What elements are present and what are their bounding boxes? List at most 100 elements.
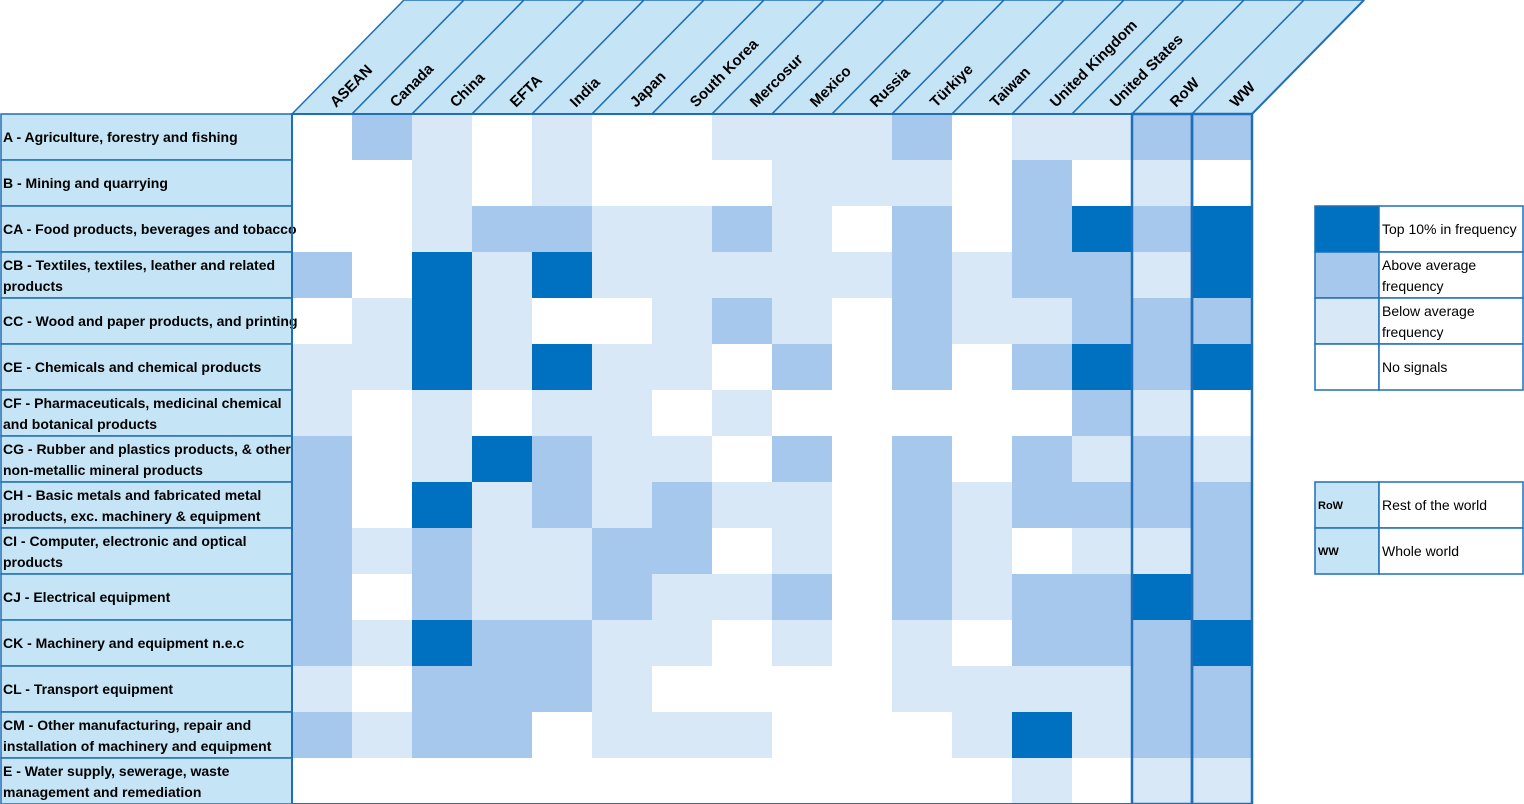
- heatmap-cell: [652, 160, 712, 206]
- heatmap-cell: [892, 206, 952, 252]
- heatmap-cell: [412, 712, 472, 758]
- heatmap-cell: [772, 574, 832, 620]
- heatmap-cell: [592, 344, 652, 390]
- heatmap-cell: [772, 252, 832, 298]
- heatmap-cell: [352, 436, 412, 482]
- heatmap-cell: [952, 114, 1012, 160]
- heatmap-cell: [1072, 160, 1132, 206]
- heatmap-cell: [1192, 666, 1252, 712]
- heatmap-cell: [412, 252, 472, 298]
- heatmap-cell: [1132, 344, 1192, 390]
- row-label: CM - Other manufacturing, repair and: [3, 717, 251, 733]
- heatmap-cell: [412, 666, 472, 712]
- heatmap-cell: [652, 620, 712, 666]
- heatmap-cell: [652, 344, 712, 390]
- heatmap-cell: [1132, 160, 1192, 206]
- heatmap-cell: [1072, 114, 1132, 160]
- heatmap-cell: [772, 114, 832, 160]
- heatmap-cell: [1072, 298, 1132, 344]
- heatmap-cell: [892, 620, 952, 666]
- heatmap-cell: [1072, 436, 1132, 482]
- heatmap-cell: [952, 298, 1012, 344]
- heatmap-cell: [652, 712, 712, 758]
- heatmap-cell: [1072, 344, 1132, 390]
- row-label: CK - Machinery and equipment n.e.c: [3, 635, 244, 651]
- heatmap-cell: [592, 206, 652, 252]
- heatmap-cell: [952, 390, 1012, 436]
- heatmap-cell: [892, 574, 952, 620]
- heatmap-cell: [1192, 344, 1252, 390]
- heatmap-cell: [592, 620, 652, 666]
- heatmap-cell: [592, 666, 652, 712]
- heatmap-cell: [292, 344, 352, 390]
- row-label: installation of machinery and equipment: [3, 738, 272, 754]
- row-label-cell: [0, 435, 293, 483]
- heatmap-cell: [1012, 344, 1072, 390]
- heatmap-cell: [592, 436, 652, 482]
- heatmap-cell: [652, 114, 712, 160]
- heatmap-cell: [832, 114, 892, 160]
- heatmap-cell: [292, 482, 352, 528]
- heatmap-cell: [472, 114, 532, 160]
- heatmap-cell: [1132, 298, 1192, 344]
- heatmap-cell: [1132, 758, 1192, 804]
- heatmap-cell: [1192, 712, 1252, 758]
- heatmap-cell: [712, 666, 772, 712]
- heatmap-cell: [712, 574, 772, 620]
- heatmap-cell: [952, 528, 1012, 574]
- row-label-cell: [0, 343, 293, 391]
- heatmap-cell: [472, 574, 532, 620]
- heatmap-cell: [892, 160, 952, 206]
- heatmap-cell: [712, 528, 772, 574]
- heatmap-cell: [1012, 390, 1072, 436]
- heatmap-cell: [592, 758, 652, 804]
- row-label: products, exc. machinery & equipment: [3, 508, 261, 524]
- heatmap-cell: [652, 528, 712, 574]
- abbrev-code: WW: [1318, 546, 1339, 558]
- heatmap-cell: [1072, 666, 1132, 712]
- row-label: CA - Food products, beverages and tobacc…: [3, 221, 297, 237]
- heatmap-cell: [532, 712, 592, 758]
- legend-swatch: [1314, 343, 1380, 391]
- heatmap-cell: [712, 206, 772, 252]
- heatmap-cell: [472, 252, 532, 298]
- heatmap-cell: [352, 482, 412, 528]
- heatmap-cell: [352, 528, 412, 574]
- heatmap-cell: [772, 390, 832, 436]
- heatmap-cell: [292, 114, 352, 160]
- heatmap-cell: [412, 436, 472, 482]
- heatmap-cell: [832, 620, 892, 666]
- heatmap-cell: [472, 758, 532, 804]
- heatmap-cell: [712, 712, 772, 758]
- heatmap-cell: [712, 482, 772, 528]
- heatmap-cell: [1192, 758, 1252, 804]
- heatmap-cell: [412, 390, 472, 436]
- heatmap-cell: [1192, 390, 1252, 436]
- heatmap-cell: [352, 712, 412, 758]
- heatmap-cell: [832, 482, 892, 528]
- heatmap-cell: [532, 528, 592, 574]
- heatmap-cell: [532, 344, 592, 390]
- heatmap-cell: [1132, 206, 1192, 252]
- heatmap-cell: [412, 528, 472, 574]
- heatmap-cell: [592, 390, 652, 436]
- heatmap-cell: [292, 574, 352, 620]
- heatmap-cell: [1012, 758, 1072, 804]
- heatmap-cell: [532, 666, 592, 712]
- heatmap-cell: [352, 298, 412, 344]
- heatmap-cell: [652, 436, 712, 482]
- heatmap-cell: [832, 712, 892, 758]
- heatmap-cell: [712, 620, 772, 666]
- abbrev-label-cell: [1378, 527, 1524, 575]
- heatmap-cell: [1072, 252, 1132, 298]
- heatmap-cell: [292, 620, 352, 666]
- heatmap-cell: [892, 482, 952, 528]
- row-label: products: [3, 278, 63, 294]
- heatmap-cell: [832, 758, 892, 804]
- legend-label: No signals: [1382, 359, 1447, 375]
- heatmap-cell: [472, 206, 532, 252]
- heatmap-cell: [712, 436, 772, 482]
- heatmap-cell: [472, 482, 532, 528]
- heatmap-cell: [772, 344, 832, 390]
- row-label: non-metallic mineral products: [3, 462, 203, 478]
